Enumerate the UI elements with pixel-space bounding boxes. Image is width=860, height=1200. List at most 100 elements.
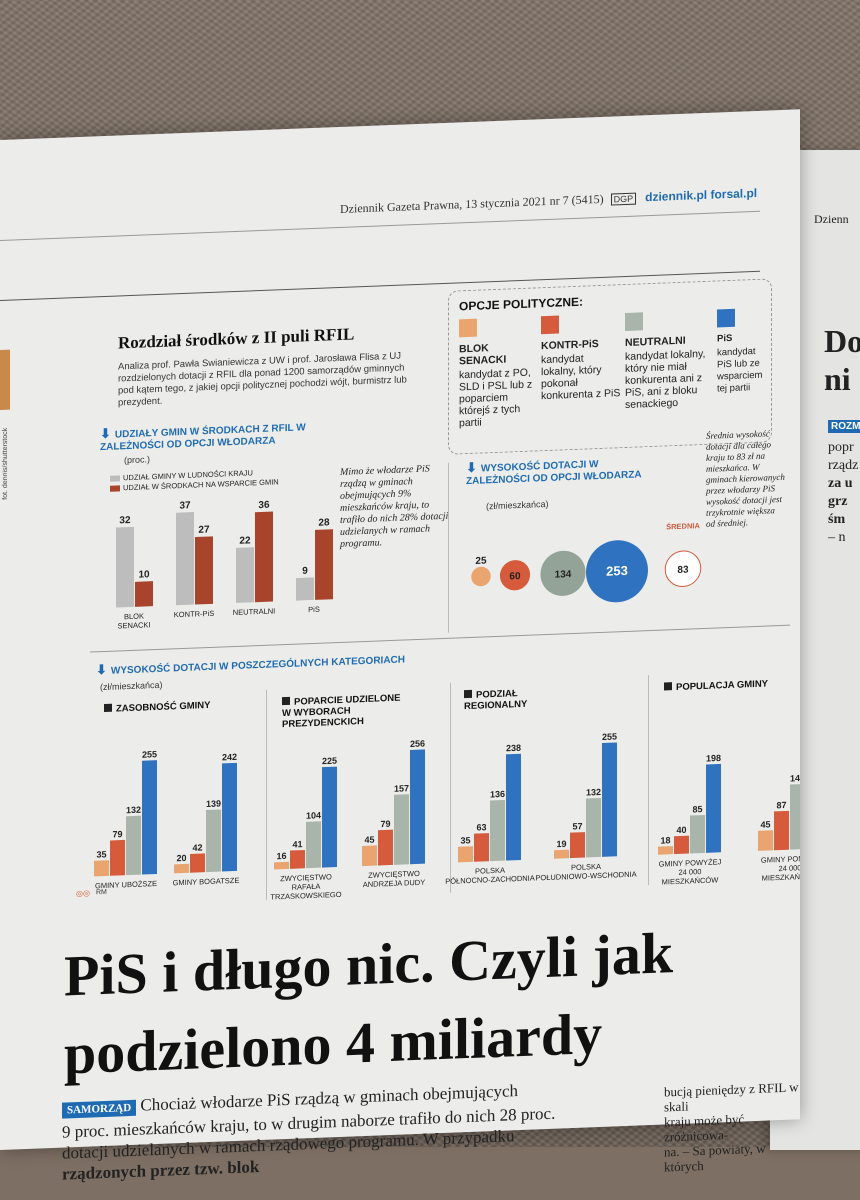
category-bar	[362, 845, 377, 867]
option-name: BLOK SENACKI	[459, 342, 507, 368]
category-bar	[378, 829, 393, 866]
option-desc: kandydat z PO, SLD i PSL lub z poparciem…	[459, 366, 533, 430]
graphic-title: Rozdział środków z II puli RFIL	[118, 324, 355, 353]
category-bar-value: 57	[572, 821, 582, 831]
category-bar	[706, 763, 721, 853]
swatch-pis	[717, 308, 735, 328]
category-bar	[206, 809, 221, 873]
category-bar-value: 19	[556, 839, 566, 849]
category-group-label: ZWYCIĘSTWO	[280, 872, 332, 883]
category-bar	[394, 794, 409, 865]
category-bar-value: 40	[676, 825, 686, 835]
option-blok-senacki: BLOK SENACKI kandydat z PO, SLD i PSL lu…	[459, 316, 537, 429]
category-bar-value: 18	[660, 835, 670, 845]
category-bar	[602, 742, 617, 857]
option-desc: kandydat PiS lub ze wsparciem tej partii	[717, 345, 763, 395]
share-bar-value: 28	[318, 517, 330, 528]
category-bar-value: 79	[380, 819, 390, 829]
category-bar	[274, 861, 289, 870]
share-bar	[135, 581, 153, 607]
category-bar	[474, 833, 489, 862]
cc-icon: ◎◎	[76, 888, 90, 899]
category-bar-value: 87	[776, 800, 786, 810]
categories-chart-title: ⬇ WYSOKOŚĆ DOTACJI W POSZCZEGÓLNYCH KATEG…	[96, 654, 405, 678]
square-icon	[282, 696, 290, 706]
square-icon	[664, 682, 672, 691]
option-kontr-pis: KONTR-PiS kandydat lokalny, który pokona…	[541, 313, 621, 402]
masthead-site: dziennik.pl forsal.pl	[645, 185, 758, 205]
category-bar-value: 16	[276, 851, 286, 861]
article-side-column: bucją pieniędzy z RFIL w skali kraju moż…	[664, 1079, 799, 1175]
bubble-chart-unit: (zł/mieszkańca)	[486, 498, 549, 512]
category-bar-value: 132	[586, 787, 601, 798]
bubble	[471, 566, 491, 587]
next-page-headline: Do ni	[824, 323, 860, 397]
bubble	[586, 540, 648, 603]
photo-thumbnail	[0, 349, 10, 410]
square-icon	[464, 689, 472, 699]
category-bar-value: 136	[490, 789, 505, 800]
category-bar	[554, 849, 569, 859]
category-bar-value: 256	[410, 738, 425, 749]
category-bar	[586, 797, 601, 858]
graphic-credit: RM	[96, 888, 107, 897]
category-group-label: GMINY POWYŻEJ	[659, 857, 722, 868]
option-desc: kandydat lokalny, który pokonał konkuren…	[541, 352, 621, 403]
category-bar	[190, 853, 205, 873]
category-bar-value: 45	[760, 819, 770, 829]
category-bar	[174, 863, 189, 874]
bubble	[540, 550, 586, 596]
category-bar	[142, 760, 157, 875]
share-category-label: SENACKI	[118, 620, 151, 630]
share-bar	[195, 536, 213, 605]
share-bar-value: 36	[258, 500, 270, 511]
category-bar	[458, 846, 473, 863]
newspaper-page: Dziennik Gazeta Prawna, 13 stycznia 2021…	[0, 109, 800, 1184]
category-bar-value: 41	[292, 839, 302, 849]
share-chart-unit: (proc.)	[124, 454, 151, 466]
option-neutralni: NEUTRALNI kandydat lokalny, który nie mi…	[625, 310, 713, 411]
share-bar-value: 37	[179, 500, 191, 511]
average-bubble	[664, 550, 702, 588]
next-page-header: Dzienn	[814, 212, 849, 226]
next-page-line: popr	[828, 440, 854, 455]
bubble-value: 25	[475, 556, 487, 567]
category-group-label: GMINY UBOŻSZE	[95, 879, 157, 890]
categories-bar-chart: 35 79 132 255 GMINY UBOŻSZE 20 42 139 242 GMINY B…	[94, 731, 800, 902]
category-bar-value: 63	[476, 822, 486, 832]
category-bar	[410, 749, 425, 865]
category-bar	[758, 830, 773, 851]
category-bar-value: 85	[692, 804, 702, 814]
arrow-down-icon: ⬇	[96, 661, 107, 678]
category-bar-value: 42	[192, 842, 202, 852]
category-group-label: TRZASKOWSKIEGO	[270, 890, 341, 902]
option-pis: PiS kandydat PiS lub ze wsparciem tej pa…	[717, 308, 767, 396]
category-bar-value: 132	[126, 805, 141, 816]
category-bar	[222, 762, 237, 872]
category-bar-value: 255	[602, 731, 617, 742]
category-group-label: MIESZKAŃCÓW	[662, 875, 720, 886]
options-heading: OPCJE POLITYCZNE:	[459, 294, 584, 314]
category-bar-value: 104	[306, 810, 321, 821]
category-bar	[790, 783, 800, 850]
next-page-line: za u	[828, 476, 853, 491]
category-group-label: POŁUDNIOWO-WSCHODNIA	[535, 870, 636, 883]
next-page-tag: ROZM	[828, 420, 860, 433]
category-bar-value: 20	[176, 853, 186, 863]
share-chart-note: Mimo że włodarze PiS rządzą w gminach ob…	[340, 463, 449, 550]
category-bar	[674, 835, 689, 855]
category-bar-value: 35	[96, 849, 106, 859]
next-page-line: śm	[828, 512, 846, 527]
bubble-value: 253	[606, 563, 628, 579]
category-bar-value: 238	[506, 743, 521, 754]
masthead-text: Dziennik Gazeta Prawna, 13 stycznia 2021…	[340, 191, 604, 216]
category-bar	[658, 846, 673, 855]
categories-chart-unit: (zł/mieszkańca)	[100, 679, 163, 693]
category-bar-value: 146	[790, 773, 800, 784]
category-group-label: MIESZKAŃCÓW	[762, 872, 800, 883]
category-bar-value: 225	[322, 756, 337, 767]
bubble-value: 134	[555, 569, 572, 581]
category-bar	[690, 814, 705, 854]
average-label: ŚREDNIA	[666, 521, 700, 531]
